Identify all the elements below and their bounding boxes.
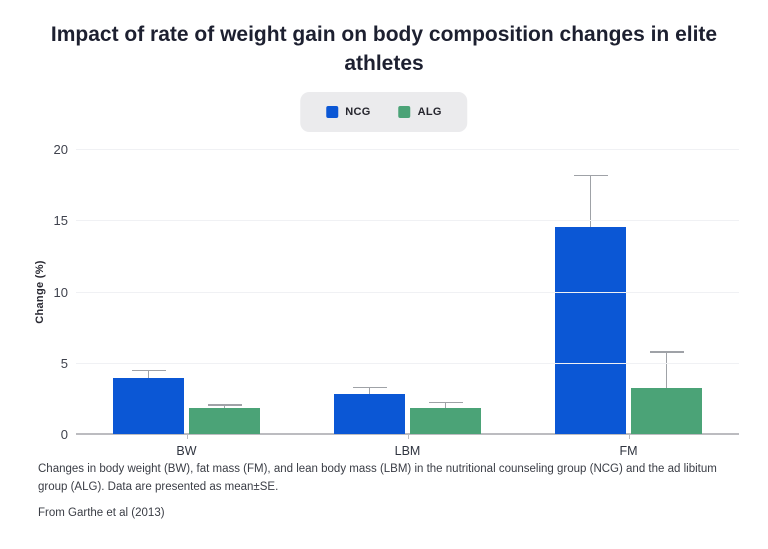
error-bar-line [147,369,149,379]
error-bar-cap [428,401,463,404]
error-bar-alg-bw [207,404,242,409]
x-axis-line [76,433,739,435]
error-bar-line [589,174,591,228]
gridline-20 [76,149,739,150]
bar-group-fm [555,149,702,434]
error-bar-line [223,404,225,409]
x-tick-label-fm: FM [619,444,638,458]
gridline-5 [76,362,739,364]
gridline-10 [76,291,739,293]
x-tick-label-lbm: LBM [394,444,421,458]
x-tick-bw [186,435,188,439]
y-tick-label-15: 15 [53,213,68,229]
legend-item-ncg: NCG [326,106,370,118]
bar-ncg-bw [113,369,184,434]
error-bar-ncg-fm [573,174,608,228]
category-slot-bw: BW [76,149,297,458]
error-bar-cap [352,386,387,389]
y-tick-label-0: 0 [60,427,68,442]
bar-group-bw [113,149,260,434]
gridline-15 [76,220,739,222]
error-bar-alg-lbm [428,401,463,409]
error-bar-cap [207,404,242,406]
error-bar-cap [131,369,166,372]
source-citation: From Garthe et al (2013) [38,507,165,519]
y-tick-label-10: 10 [53,284,68,300]
error-bar-alg-fm [649,351,684,389]
bar-groups: BW LBM FM [76,149,739,458]
bar-ncg-fm [555,174,626,434]
error-bar-cap [649,351,684,353]
bar-alg-fm [631,351,702,434]
plot-area: BW LBM FM 0 5 10 15 20 [54,142,739,458]
chart-title: Impact of rate of weight gain on body co… [0,20,768,79]
ncg-color-swatch [326,106,339,118]
error-bar-line [368,386,370,395]
bar-ncg-lbm [334,386,405,434]
category-slot-lbm: LBM [297,149,518,458]
legend: NCG ALG [300,92,468,132]
legend-label-alg: ALG [417,106,442,118]
bar-alg-bw [189,404,260,434]
figure-caption: Changes in body weight (BW), fat mass (F… [38,463,717,493]
alg-color-swatch [398,106,411,118]
bar-group-lbm [334,149,481,434]
error-bar-cap [573,174,608,177]
error-bar-ncg-bw [131,369,166,379]
legend-label-ncg: NCG [345,106,371,118]
y-tick-label-5: 5 [60,355,68,371]
chart-title-text: Impact of rate of weight gain on body co… [50,23,718,76]
x-tick-label-bw: BW [176,444,197,458]
category-slot-fm: FM [518,149,739,458]
x-tick-fm [628,435,630,439]
error-bar-ncg-lbm [352,386,387,395]
error-bar-line [444,401,446,409]
x-tick-lbm [407,435,409,439]
error-bar-line [665,351,667,389]
y-tick-label-20: 20 [53,142,68,157]
legend-item-alg: ALG [398,106,442,118]
bar-alg-lbm [410,401,481,434]
